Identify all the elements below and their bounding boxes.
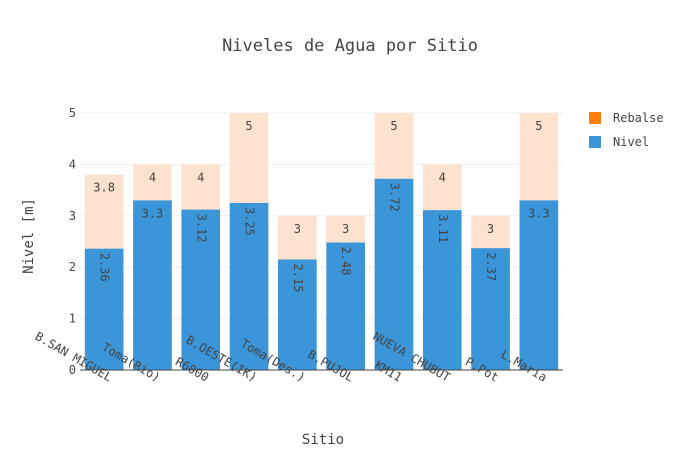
- label-nivel: 3.3: [528, 206, 550, 220]
- label-nivel: 3.3: [142, 206, 164, 220]
- bar-labels: 3.8 2.36 4 3.3 4 3.12 5 3.25 3 2.15 3 2.48 5 3.72 4 3.1…: [93, 119, 549, 292]
- label-nivel: 2.37: [484, 252, 498, 281]
- bar-nivel: [326, 242, 365, 370]
- label-rebalse: 3.8: [93, 181, 115, 195]
- bar-nivel: [374, 178, 414, 370]
- bars: [84, 113, 559, 370]
- bar-nivel: [422, 210, 462, 370]
- y-tick-label: 5: [69, 106, 76, 120]
- label-rebalse: 5: [535, 119, 542, 133]
- y-tick-label: 4: [69, 157, 76, 171]
- legend-swatch-nivel: [589, 136, 601, 148]
- label-rebalse: 3: [294, 222, 301, 236]
- label-rebalse: 5: [245, 119, 252, 133]
- label-nivel: 3.11: [436, 214, 450, 243]
- x-axis-title: Sitio: [302, 432, 344, 448]
- bar-nivel: [229, 202, 269, 370]
- label-rebalse: 4: [197, 170, 204, 184]
- legend-swatch-rebalse: [589, 112, 601, 124]
- y-axis-ticks: 0 1 2 3 4 5: [69, 106, 76, 377]
- label-nivel: 3.72: [387, 183, 401, 212]
- legend-label: Nivel: [613, 135, 649, 149]
- chart-title: Niveles de Agua por Sitio: [222, 36, 478, 56]
- bar-nivel: [471, 248, 510, 370]
- label-nivel: 3.25: [243, 207, 257, 236]
- bar-nivel: [84, 248, 124, 370]
- y-tick-label: 1: [69, 312, 76, 326]
- y-tick-label: 0: [69, 363, 76, 377]
- label-rebalse: 3: [342, 222, 349, 236]
- bar-nivel: [278, 259, 317, 370]
- label-rebalse: 5: [390, 119, 397, 133]
- label-nivel: 3.12: [194, 214, 208, 243]
- label-nivel: 2.36: [98, 253, 112, 282]
- legend: Rebalse Nivel: [589, 111, 664, 149]
- y-tick-label: 2: [69, 260, 76, 274]
- label-nivel: 2.15: [291, 263, 305, 292]
- y-axis-title: Nivel [m]: [21, 198, 37, 274]
- label-rebalse: 4: [149, 170, 156, 184]
- bar-nivel: [181, 209, 221, 370]
- bar-nivel: [133, 200, 172, 370]
- legend-label: Rebalse: [613, 111, 664, 125]
- bar-nivel: [519, 200, 559, 370]
- y-tick-label: 3: [69, 209, 76, 223]
- label-nivel: 2.48: [339, 247, 353, 276]
- label-rebalse: 4: [439, 170, 446, 184]
- label-rebalse: 3: [487, 222, 494, 236]
